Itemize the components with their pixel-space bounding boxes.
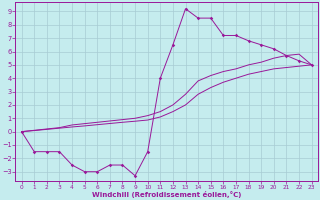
X-axis label: Windchill (Refroidissement éolien,°C): Windchill (Refroidissement éolien,°C) (92, 191, 241, 198)
